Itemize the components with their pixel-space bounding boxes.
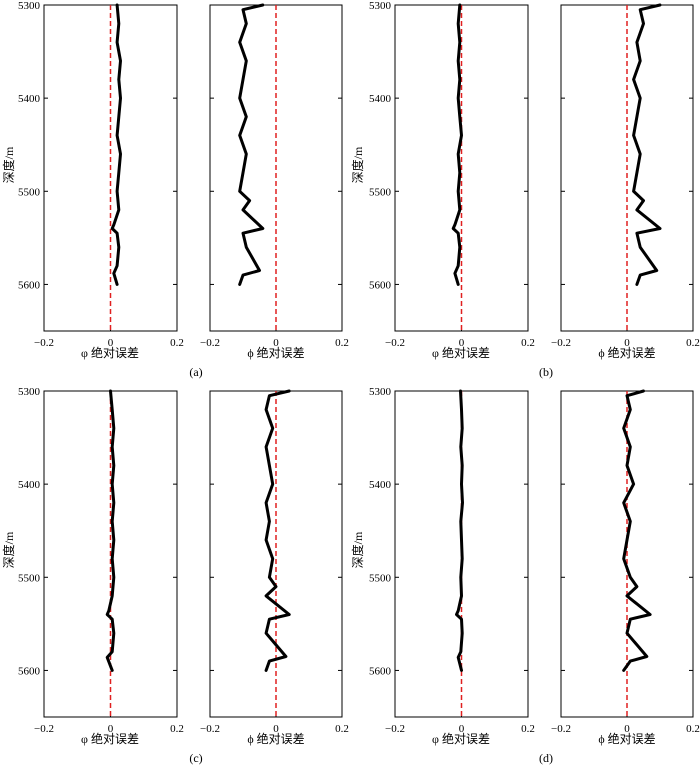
plot-5-xtick-label: 0	[108, 723, 114, 735]
plot-1-xtick-label: −0.2	[34, 337, 54, 349]
y-axis-title-b: 深度/m	[350, 146, 365, 183]
plot-5-ytick-label: 5300	[18, 386, 41, 398]
x-axis-title-c-right: ϕ 绝对误差	[247, 731, 304, 746]
x-axis-title-c-left: φ 绝对误差	[81, 731, 139, 746]
plot-5-ytick-label: 5600	[18, 665, 41, 677]
plot-1-ytick-label: 5300	[18, 0, 41, 12]
plot-6-error-curve	[264, 389, 291, 672]
plot-8-error-curve	[622, 389, 652, 672]
plot-4-error-curve	[632, 3, 662, 286]
plot-2-error-curve	[238, 3, 265, 286]
plot-5-ytick-label: 5500	[18, 572, 41, 584]
plot-3-ytick-label: 5300	[369, 0, 392, 12]
plot-1-ytick-label: 5500	[18, 186, 41, 198]
plot-7-ytick-label: 5400	[369, 479, 392, 491]
panel-label-a: (a)	[189, 365, 202, 379]
plot-7-xtick-label: 0.2	[521, 723, 535, 735]
plot-1-xtick-label: 0.2	[170, 337, 184, 349]
plot-7-xtick-label: 0	[459, 723, 465, 735]
plot-1-xtick-label: 0	[108, 337, 114, 349]
plot-4-xtick-label: 0.2	[686, 337, 700, 349]
plot-1-error-curve	[110, 3, 122, 286]
plot-6: −0.2 0 0.2	[200, 389, 349, 735]
plot-3: −0.2 0 0.2 5300 5400 5500 5600	[369, 0, 535, 349]
plot-3-xtick-label: 0	[459, 337, 465, 349]
plot-3-error-curve	[451, 3, 463, 286]
plot-7: −0.2 0 0.2 5300 5400 5500 5600	[369, 386, 535, 735]
plot-1-ytick-label: 5400	[18, 93, 41, 105]
plot-8: −0.2 0 0.2	[551, 389, 700, 735]
plot-7-ytick-label: 5500	[369, 572, 392, 584]
plot-7-ytick-label: 5600	[369, 665, 392, 677]
plot-7-error-curve	[455, 389, 464, 672]
plot-5-ytick-label: 5400	[18, 479, 41, 491]
x-axis-title-d-right: ϕ 绝对误差	[598, 731, 655, 746]
plot-4: −0.2 0 0.2	[551, 3, 700, 349]
x-axis-title-a-left: φ 绝对误差	[81, 345, 139, 360]
plot-3-xtick-label: 0.2	[521, 337, 535, 349]
plot-8-xtick-label: −0.2	[551, 723, 571, 735]
y-axis-title-a: 深度/m	[1, 146, 16, 183]
plot-2-xtick-label: 0	[273, 337, 279, 349]
plot-3-ytick-label: 5400	[369, 93, 392, 105]
plot-4-xtick-label: −0.2	[551, 337, 571, 349]
panel-label-d: (d)	[539, 751, 553, 765]
plot-5-error-curve	[105, 389, 116, 672]
plot-4-xtick-label: 0	[624, 337, 630, 349]
x-axis-title-d-left: φ 绝对误差	[432, 731, 490, 746]
panel-label-c: (c)	[189, 751, 202, 765]
plot-3-ytick-label: 5600	[369, 279, 392, 291]
plot-6-xtick-label: 0	[273, 723, 279, 735]
y-axis-title-c: 深度/m	[1, 531, 16, 568]
plot-7-xtick-label: −0.2	[385, 723, 405, 735]
plot-2-xtick-label: −0.2	[200, 337, 220, 349]
plot-2-xtick-label: 0.2	[335, 337, 349, 349]
plot-5-xtick-label: −0.2	[34, 723, 54, 735]
plot-7-ytick-label: 5300	[369, 386, 392, 398]
y-axis-title-d: 深度/m	[350, 531, 365, 568]
panel-label-b: (b)	[539, 365, 553, 379]
x-axis-title-b-left: φ 绝对误差	[432, 345, 490, 360]
plot-5-xtick-label: 0.2	[170, 723, 184, 735]
plot-6-xtick-label: 0.2	[335, 723, 349, 735]
plot-3-ytick-label: 5500	[369, 186, 392, 198]
x-axis-title-a-right: ϕ 绝对误差	[247, 345, 304, 360]
plot-6-xtick-label: −0.2	[200, 723, 220, 735]
plot-5: −0.2 0 0.2 5300 5400 5500 5600	[18, 386, 184, 735]
plot-8-xtick-label: 0.2	[686, 723, 700, 735]
plot-1: −0.2 0 0.2 5300 5400 5500 5600	[18, 0, 184, 349]
plot-3-xtick-label: −0.2	[385, 337, 405, 349]
plot-1-ytick-label: 5600	[18, 279, 41, 291]
x-axis-title-b-right: ϕ 绝对误差	[598, 345, 655, 360]
plot-8-xtick-label: 0	[624, 723, 630, 735]
plot-2: −0.2 0 0.2	[200, 3, 349, 349]
